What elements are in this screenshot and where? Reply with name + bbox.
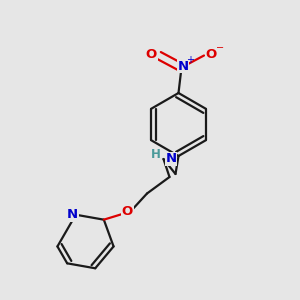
Text: O: O	[122, 205, 133, 218]
Text: O: O	[146, 47, 157, 61]
Text: −: −	[216, 43, 225, 53]
Text: N: N	[165, 152, 177, 166]
Text: N: N	[177, 59, 189, 73]
Text: +: +	[187, 55, 194, 65]
Text: O: O	[206, 47, 217, 61]
Text: H: H	[151, 148, 161, 161]
Text: N: N	[67, 208, 78, 221]
